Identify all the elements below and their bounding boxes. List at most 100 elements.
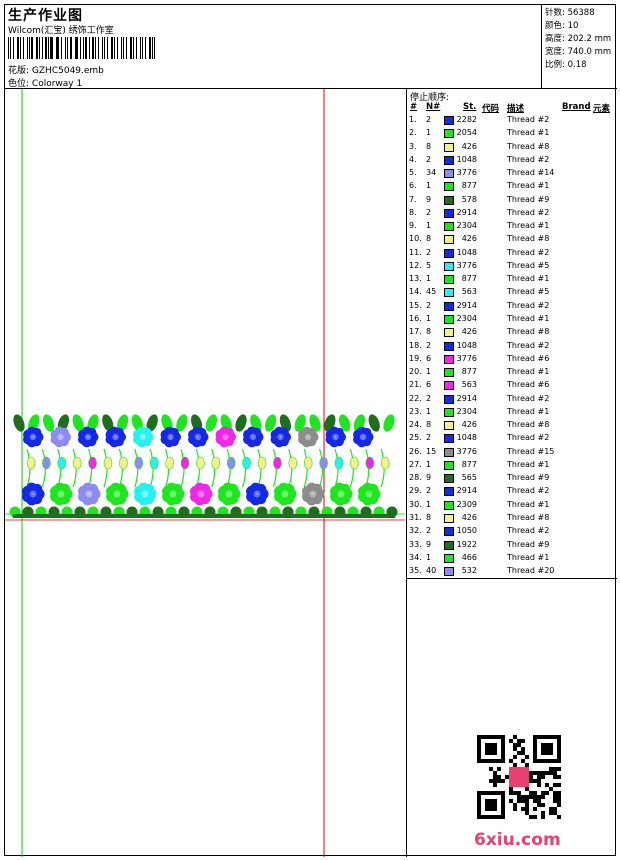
qr-finder-module xyxy=(501,735,505,739)
qr-finder-module xyxy=(477,747,481,751)
leaf xyxy=(235,414,247,432)
bud xyxy=(273,456,282,470)
qr-finder-module xyxy=(501,807,505,811)
upper-flower-center xyxy=(167,433,174,441)
qr-finder-module xyxy=(489,747,493,751)
qr-finder-module xyxy=(497,735,501,739)
upper-flower-petal xyxy=(31,427,42,438)
row-description: Thread #2 xyxy=(507,207,550,217)
table-row: 30. 1 2309 Thread #1 xyxy=(407,499,617,512)
qr-finder-module xyxy=(501,755,505,759)
upper-flower-center xyxy=(304,433,312,441)
qr-finder-module xyxy=(485,799,489,803)
leaf xyxy=(116,414,129,432)
qr-module xyxy=(529,771,533,775)
qr-module xyxy=(549,811,553,815)
leaf xyxy=(264,414,277,432)
table-row: 24. 8 426 Thread #8 xyxy=(407,419,617,432)
qr-module xyxy=(537,775,541,779)
bud xyxy=(319,456,328,470)
row-needle: 45 xyxy=(426,287,437,297)
qr-finder-module xyxy=(477,807,481,811)
row-stitches: 532 xyxy=(461,566,477,576)
table-row: 35. 40 532 Thread #20 xyxy=(407,565,617,578)
row-description: Thread #9 xyxy=(507,194,550,204)
qr-module xyxy=(549,767,553,771)
stop-sequence-rows: 1. 2 2282 Thread #2 2. 1 2054 Thread #1 3. 8 426 Th… xyxy=(407,114,617,578)
row-stitches: 466 xyxy=(461,552,477,562)
bud xyxy=(88,456,97,470)
row-index: 34. xyxy=(409,552,422,562)
qr-module xyxy=(533,779,537,783)
table-row: 2. 1 2054 Thread #1 xyxy=(407,127,617,140)
production-sheet: 生产作业图 Wilcom(汇宝) 绣饰工作室 花版: GZHC5049.emb … xyxy=(4,4,617,857)
qr-finder-module xyxy=(485,815,489,819)
row-description: Thread #5 xyxy=(507,260,550,270)
lower-flower-petal xyxy=(59,483,71,495)
qr-finder-module xyxy=(501,759,505,763)
row-needle: 40 xyxy=(426,566,437,576)
color-swatch xyxy=(444,421,454,431)
qr-module xyxy=(525,755,529,759)
qr-finder-module xyxy=(545,751,549,755)
row-stitches: 2914 xyxy=(456,393,477,403)
lower-flower-petal xyxy=(367,483,379,495)
qr-finder-module xyxy=(541,759,545,763)
row-index: 18. xyxy=(409,340,422,350)
qr-finder-module xyxy=(477,791,481,795)
qr-module xyxy=(545,783,549,787)
row-stitches: 1048 xyxy=(456,247,477,257)
company-name: Wilcom(汇宝) 绣饰工作室 xyxy=(8,26,114,36)
row-stitches: 1048 xyxy=(456,154,477,164)
colorway: 色位: Colorway 1 xyxy=(8,76,82,89)
row-needle: 1 xyxy=(426,274,432,284)
upper-flower-center xyxy=(84,433,92,441)
embroidery-design-preview xyxy=(5,89,405,857)
row-description: Thread #2 xyxy=(507,154,550,164)
row-index: 17. xyxy=(409,327,422,337)
lower-flower-center xyxy=(57,490,65,498)
row-stitches: 2914 xyxy=(456,207,477,217)
qr-module xyxy=(525,799,529,803)
row-index: 29. xyxy=(409,486,422,496)
row-stitches: 563 xyxy=(461,380,477,390)
upper-flower-center xyxy=(29,433,37,441)
row-index: 6. xyxy=(409,181,417,191)
qr-finder-module xyxy=(493,803,497,807)
qr-finder-module xyxy=(477,743,481,747)
stat-stitches: 针数: 56388 xyxy=(545,8,595,18)
qr-module xyxy=(509,799,513,803)
qr-finder-module xyxy=(485,735,489,739)
table-row: 17. 8 426 Thread #8 xyxy=(407,326,617,339)
qr-module xyxy=(489,767,493,771)
leaf xyxy=(42,414,55,432)
qr-finder-module xyxy=(549,735,553,739)
color-swatch xyxy=(444,195,454,205)
row-description: Thread #1 xyxy=(507,552,550,562)
row-needle: 2 xyxy=(426,300,432,310)
qr-module xyxy=(509,739,513,743)
table-row: 5. 34 3776 Thread #14 xyxy=(407,167,617,180)
row-stitches: 426 xyxy=(461,141,477,151)
lower-flower-center xyxy=(197,490,205,498)
stat-colors: 颜色: 10 xyxy=(545,21,579,31)
row-description: Thread #1 xyxy=(507,128,550,138)
bud xyxy=(365,456,375,470)
lower-flower-petal xyxy=(31,483,43,495)
table-row: 7. 9 578 Thread #9 xyxy=(407,194,617,207)
stop-sequence-panel: 停止顺序: # N# St. 代码 描述 Brand 元素 1. 2 2282 Thr… xyxy=(407,89,617,579)
qr-finder-module xyxy=(489,735,493,739)
row-needle: 34 xyxy=(426,168,437,178)
row-needle: 1 xyxy=(426,459,432,469)
qr-finder-module xyxy=(477,799,481,803)
qr-finder-module xyxy=(493,743,497,747)
lower-flower-center xyxy=(365,490,373,498)
bud xyxy=(134,456,144,470)
stats-panel: 针数: 56388 颜色: 10 高度: 202.2 mm 宽度: 740.0 … xyxy=(542,5,617,89)
qr-finder-module xyxy=(541,751,545,755)
row-description: Thread #1 xyxy=(507,459,550,469)
row-needle: 9 xyxy=(426,539,432,549)
table-row: 15. 2 2914 Thread #2 xyxy=(407,300,617,313)
row-stitches: 1050 xyxy=(456,526,477,536)
qr-finder-module xyxy=(485,791,489,795)
